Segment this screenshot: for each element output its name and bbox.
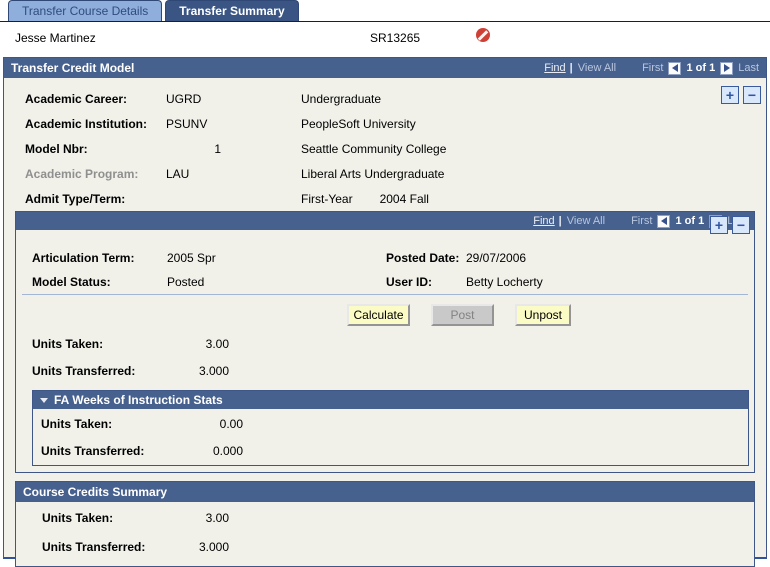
fa-weeks-stats-section: FA Weeks of Instruction Stats Units Take… [32, 390, 749, 466]
arrow-right-icon [723, 64, 730, 72]
detail-row: Model Status: Posted User ID: Betty Loch… [16, 270, 754, 294]
unpost-button[interactable]: Unpost [515, 304, 571, 326]
field-label: Admit Type/Term: [25, 191, 126, 206]
field-value: 1 [214, 141, 221, 156]
course-credits-summary-header: Course Credits Summary [16, 482, 754, 502]
tab-transfer-summary[interactable]: Transfer Summary [165, 0, 299, 21]
units-row: Units Transferred: 0.000 [33, 438, 748, 463]
field-description: First-Year [301, 191, 353, 206]
units-row: Units Transferred: 3.000 [16, 533, 754, 560]
field-label: Academic Institution: [25, 116, 148, 131]
action-button-row: Calculate Post Unpost [16, 295, 754, 326]
field-value: 3.000 [198, 539, 229, 554]
field-label: Articulation Term: [32, 251, 135, 265]
post-button: Post [431, 304, 494, 326]
field-value: Posted [167, 275, 205, 289]
model-fields: Academic Career: UGRD Undergraduate Acad… [4, 86, 766, 211]
field-row-academic-program: Academic Program: LAU Liberal Arts Under… [4, 161, 766, 186]
field-value: LAU [166, 166, 190, 181]
field-value: UGRD [166, 91, 202, 106]
field-label: Model Nbr: [25, 141, 88, 156]
arrow-left-icon [671, 64, 678, 72]
units-row: Units Taken: 3.00 [16, 504, 754, 531]
tab-transfer-course-details[interactable]: Transfer Course Details [8, 0, 163, 21]
field-value: PSUNV [166, 116, 208, 131]
units-row: Units Transferred: 3.000 [16, 357, 754, 384]
field-value: 3.000 [198, 363, 229, 378]
field-value: 0.000 [212, 443, 243, 458]
groupbox-title: Transfer Credit Model [11, 61, 135, 75]
page-tabbar: Transfer Course Details Transfer Summary [0, 0, 770, 22]
field-value: 0.00 [219, 416, 243, 431]
field-label: Units Transferred: [41, 443, 145, 458]
first-link[interactable]: First [631, 215, 653, 227]
delete-row-button[interactable]: − [732, 216, 750, 234]
no-entry-icon [476, 28, 490, 42]
model-detail-fields: Articulation Term: 2005 Spr Posted Date:… [16, 246, 754, 294]
record-navigation: Find | View All First 1 of 1 Last [544, 61, 759, 75]
calculate-button[interactable]: Calculate [347, 304, 410, 326]
field-label: Units Taken: [42, 510, 114, 525]
field-description: Seattle Community College [301, 141, 447, 156]
field-description: PeopleSoft University [301, 116, 416, 131]
field-label: User ID: [386, 275, 433, 289]
first-link[interactable]: First [642, 62, 664, 74]
model-units: Units Taken: 3.00 Units Transferred: 3.0… [16, 330, 754, 384]
arrow-left-icon [660, 217, 667, 225]
field-row-academic-institution: Academic Institution: PSUNV PeopleSoft U… [4, 111, 766, 136]
student-name: Jesse Martinez [15, 31, 96, 45]
field-value: 2005 Spr [167, 251, 216, 265]
row-action-buttons: + − [721, 86, 761, 104]
field-label: Model Status: [32, 275, 111, 289]
model-detail-navbar: Find | View All First 1 of 1 Last [16, 212, 754, 230]
student-id: SR13265 [370, 31, 421, 45]
find-link[interactable]: Find [533, 215, 555, 227]
field-value: 29/07/2006 [466, 251, 527, 265]
add-row-button[interactable]: + [721, 86, 739, 104]
field-row-admit-type-term: Admit Type/Term: First-Year 2004 Fall [4, 186, 766, 211]
groupbox-title: Course Credits Summary [23, 485, 168, 499]
field-label: Academic Career: [25, 91, 128, 106]
last-link[interactable]: Last [738, 62, 759, 74]
transfer-credit-model-groupbox: Transfer Credit Model Find | View All Fi… [3, 57, 767, 567]
add-row-button[interactable]: + [710, 216, 728, 234]
field-row-model-nbr: Model Nbr: 1 Seattle Community College [4, 136, 766, 161]
nav-separator: | [569, 62, 573, 74]
course-credits-summary-groupbox: Course Credits Summary Units Taken: 3.00… [15, 481, 755, 567]
field-value: Betty Locherty [466, 275, 543, 289]
next-row-button[interactable] [720, 61, 734, 75]
field-label: Units Taken: [41, 416, 113, 431]
field-description-term: 2004 Fall [379, 191, 429, 206]
field-value: 3.00 [205, 336, 229, 351]
model-detail-scroll-area: Find | View All First 1 of 1 Last + − Ar… [15, 211, 755, 473]
find-link[interactable]: Find [544, 62, 566, 74]
divider [22, 294, 748, 295]
row-position: 1 of 1 [686, 62, 716, 74]
transfer-credit-model-header: Transfer Credit Model Find | View All Fi… [4, 58, 766, 78]
delete-row-button[interactable]: − [743, 86, 761, 104]
fa-weeks-stats-title: FA Weeks of Instruction Stats [54, 393, 223, 407]
units-row: Units Taken: 3.00 [16, 330, 754, 357]
field-label: Units Transferred: [42, 539, 146, 554]
row-action-buttons: + − [710, 216, 750, 234]
triangle-down-icon [40, 397, 48, 403]
field-value: 3.00 [205, 510, 229, 525]
student-header-row: Jesse Martinez SR13265 [0, 22, 770, 57]
field-description: Liberal Arts Undergraduate [301, 166, 445, 181]
view-all-link[interactable]: View All [577, 62, 617, 74]
field-label: Units Transferred: [32, 363, 136, 378]
previous-row-button[interactable] [657, 214, 671, 228]
fa-weeks-stats-collapse-header[interactable]: FA Weeks of Instruction Stats [33, 391, 748, 409]
nav-separator: | [558, 215, 562, 227]
field-row-academic-career: Academic Career: UGRD Undergraduate [4, 86, 766, 111]
field-label: Academic Program: [25, 166, 139, 181]
field-description: Undergraduate [301, 91, 382, 106]
detail-row: Articulation Term: 2005 Spr Posted Date:… [16, 246, 754, 270]
field-label: Posted Date: [386, 251, 460, 265]
field-label: Units Taken: [32, 336, 104, 351]
view-all-link[interactable]: View All [566, 215, 606, 227]
units-row: Units Taken: 0.00 [33, 411, 748, 436]
previous-row-button[interactable] [668, 61, 682, 75]
row-position: 1 of 1 [675, 215, 705, 227]
